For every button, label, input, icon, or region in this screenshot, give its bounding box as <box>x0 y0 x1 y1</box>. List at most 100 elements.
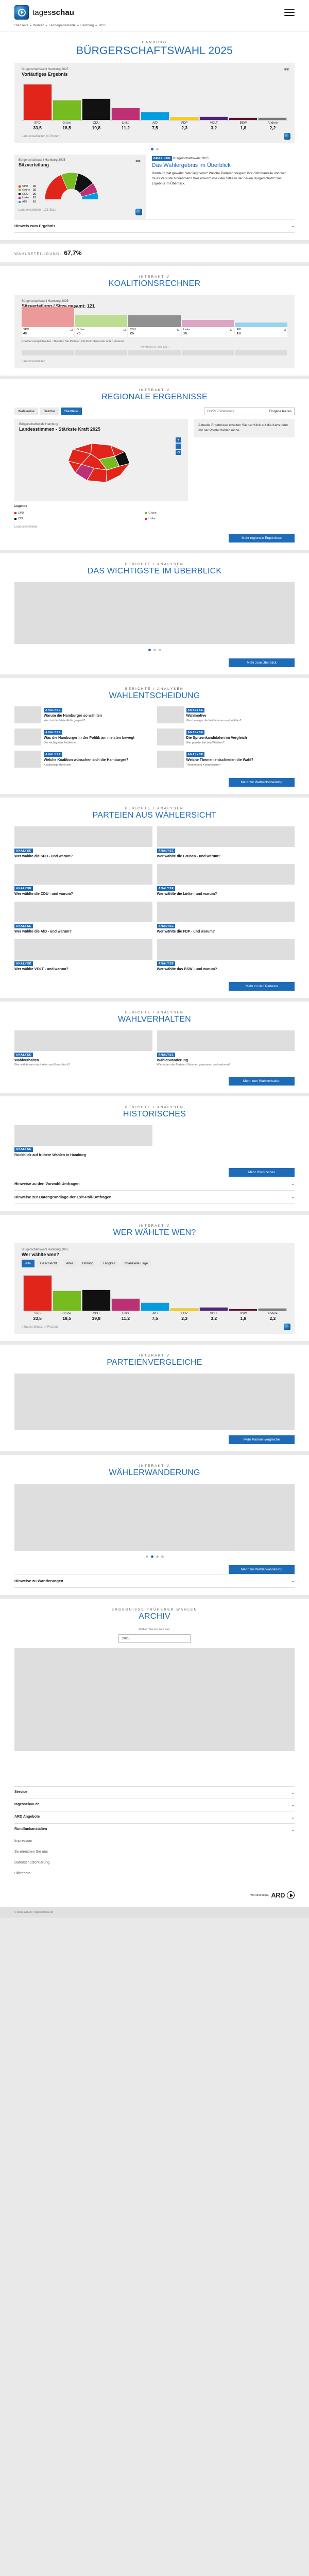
breadcrumb-item-4[interactable]: 2025 <box>98 24 106 27</box>
bar-afd[interactable] <box>140 1302 170 1312</box>
carousel-dot-3[interactable] <box>158 648 161 651</box>
comparison-chart-placeholder[interactable] <box>14 1374 295 1430</box>
more-migration-button[interactable]: Mehr zur Wählerwanderung <box>229 1565 295 1574</box>
seats-donut-chart[interactable] <box>41 171 102 204</box>
article-teaser[interactable]: ANALYSE Wer wählte die Linke - und warum? <box>157 864 295 896</box>
coalition-slot[interactable] <box>235 350 287 355</box>
bar-column[interactable] <box>81 1289 111 1312</box>
result-bar-chart[interactable] <box>22 82 287 121</box>
accordion-hinweis-ergebnis[interactable]: Hinweis zum Ergebnis ⌄ <box>14 219 295 233</box>
hamburg-map-svg[interactable] <box>19 435 183 497</box>
bar-grüne[interactable] <box>52 1291 81 1312</box>
bar-fdp[interactable] <box>170 117 199 121</box>
bar-linke[interactable] <box>111 1298 140 1312</box>
article-teaser[interactable]: ANALYSE Wer wählte die SPD - und warum? <box>14 826 152 859</box>
article-headline[interactable]: Wer wählte VOLT - und warum? <box>14 968 68 972</box>
article-teaser[interactable]: ANALYSE Wer wählte die CDU - und warum? <box>14 864 152 896</box>
bar-column[interactable] <box>140 111 170 121</box>
accordion-hinweise-vorwahl[interactable]: Hinweise zu den Vorwahl-Umfragen ⌄ <box>14 1176 295 1190</box>
bar-column[interactable] <box>111 1298 140 1312</box>
overview-teaser[interactable]: GRAFIKEN Bürgerschaftswahl 2025 Das Wahl… <box>151 155 295 219</box>
article-teaser[interactable]: ANALYSE Wer wählte die FDP - und warum? <box>157 902 295 934</box>
more-decision-button[interactable]: Mehr zur Wahlentscheidung <box>229 778 295 787</box>
article-headline[interactable]: Wer wählte die Linke - und warum? <box>157 892 217 896</box>
footer-link-impressum[interactable]: Impressum <box>14 1839 32 1843</box>
footer-section-rundfunkanstalten[interactable]: Rundfunkanstalten ⌄ <box>14 1823 295 1836</box>
coalition-checkbox[interactable] <box>230 328 233 331</box>
article-headline[interactable]: Wer wählte das BSW - und warum? <box>157 968 217 972</box>
carousel-dot-1[interactable] <box>150 148 153 151</box>
coalition-bar[interactable] <box>181 320 234 327</box>
bar-spd[interactable] <box>23 84 52 121</box>
bar-linke[interactable] <box>111 108 140 121</box>
footer-section-tagesschau[interactable]: tagesschau.de ⌄ <box>14 1799 295 1811</box>
carousel-dot-4[interactable] <box>161 1555 164 1558</box>
breadcrumb-item-0[interactable]: Startseite <box>14 24 29 27</box>
article-headline[interactable]: Wer wählte die Grünen - und warum? <box>157 855 221 859</box>
article-teaser[interactable]: ANALYSE Was die Hamburger in der Politik … <box>14 728 152 746</box>
article-teaser[interactable]: ANALYSE Welche Themen entschieden die Wah… <box>157 751 295 768</box>
article-headline[interactable]: Wer wählte die SPD - und warum? <box>14 855 73 859</box>
article-teaser[interactable]: ANALYSE Wer wählte VOLT - und warum? <box>14 939 152 972</box>
search-input[interactable] <box>207 410 269 414</box>
more-comparison-button[interactable]: Mehr Parteienvergleiche <box>229 1435 295 1444</box>
map-reset-button[interactable]: ⟲ <box>176 450 181 455</box>
accordion-hinweise-wanderung[interactable]: Hinweise zu Wanderungen ⌄ <box>14 1573 295 1588</box>
bar-fdp[interactable] <box>170 1308 199 1312</box>
tab-stadtteile[interactable]: Stadtteile <box>60 408 82 416</box>
bar-grüne[interactable] <box>52 100 81 121</box>
share-icon[interactable]: ⋘ <box>283 67 289 72</box>
carousel-dot-1[interactable] <box>145 1555 148 1558</box>
coalition-party-afd[interactable]: AfD 10 <box>235 322 287 337</box>
bar-column[interactable] <box>199 1307 229 1312</box>
carousel-dot-3[interactable] <box>156 1555 159 1558</box>
article-headline[interactable]: Was die Hamburger in der Politik am meis… <box>44 736 134 740</box>
hamburger-menu-icon[interactable] <box>284 7 295 18</box>
footer-section-ard-angebote[interactable]: ARD Angebote ⌄ <box>14 1811 295 1823</box>
whovoted-tab-finanzielle-lage[interactable]: finanzielle Lage <box>121 1260 152 1268</box>
bar-column[interactable] <box>170 1308 199 1312</box>
whovoted-tab-bildung[interactable]: Bildung <box>78 1260 97 1268</box>
bar-volt[interactable] <box>199 1307 229 1312</box>
more-overview-button[interactable]: Mehr zum Überblick <box>229 658 295 667</box>
zoom-in-button[interactable]: + <box>176 437 181 443</box>
brand-logo[interactable]: tagesschau <box>14 5 74 20</box>
article-teaser[interactable]: ANALYSE Die Spitzenkandidaten im Vergleic… <box>157 728 295 746</box>
article-headline[interactable]: Die Spitzenkandidaten im Vergleich <box>186 736 247 740</box>
coalition-slot[interactable] <box>75 350 128 355</box>
breadcrumb-item-2[interactable]: Länderparlamente <box>49 24 76 27</box>
coalition-checkbox[interactable] <box>124 328 126 331</box>
coalition-party-cdu[interactable]: CDU 26 <box>128 315 181 337</box>
search-clear-button[interactable]: Eingabe leeren <box>269 410 291 414</box>
map-zoom-controls[interactable]: + − ⟲ <box>176 437 181 455</box>
coalition-bar[interactable] <box>22 306 74 327</box>
article-headline[interactable]: Wer wählte die FDP - und warum? <box>157 930 215 934</box>
more-behaviour-button[interactable]: Mehr zum Wahlverhalten <box>229 1077 295 1086</box>
breadcrumb-item-1[interactable]: Wahlen <box>33 24 44 27</box>
coalition-party-grüne[interactable]: Grüne 25 <box>75 315 128 337</box>
coalition-slot[interactable] <box>181 350 234 355</box>
bar-column[interactable] <box>52 1291 81 1312</box>
bar-column[interactable] <box>140 1302 170 1312</box>
bar-column[interactable] <box>52 100 81 121</box>
carousel-dot-2[interactable] <box>153 648 156 651</box>
carousel-dot-1[interactable] <box>148 648 151 651</box>
carousel-dot-2[interactable] <box>156 148 159 151</box>
coalition-bar[interactable] <box>235 322 287 327</box>
carousel-dot-2[interactable] <box>150 1555 153 1558</box>
bar-column[interactable] <box>258 1308 287 1312</box>
article-headline[interactable]: Wahlmotive <box>186 714 207 718</box>
coalition-bars[interactable]: SPD 45 Grüne 25 CDU 26 Linke 15 AfD 10 <box>22 306 287 337</box>
bar-column[interactable] <box>229 1308 258 1312</box>
accordion-hinweise-exitpoll[interactable]: Hinweise zur Datengrundlage der Exit-Pol… <box>14 1190 295 1204</box>
share-icon[interactable]: ⋘ <box>135 159 141 164</box>
bar-column[interactable] <box>199 116 229 121</box>
seat-donut-svg[interactable] <box>41 171 102 201</box>
coalition-slot[interactable] <box>128 350 181 355</box>
tab-bezirke[interactable]: Bezirke <box>40 408 59 416</box>
bar-column[interactable] <box>81 98 111 121</box>
article-headline[interactable]: Wahlverhalten <box>14 1059 39 1063</box>
bar-cdu[interactable] <box>81 1289 111 1312</box>
article-teaser[interactable]: ANALYSE Wählerwanderung Wie haben die Part… <box>157 1030 295 1066</box>
carousel-dots[interactable] <box>14 148 295 151</box>
